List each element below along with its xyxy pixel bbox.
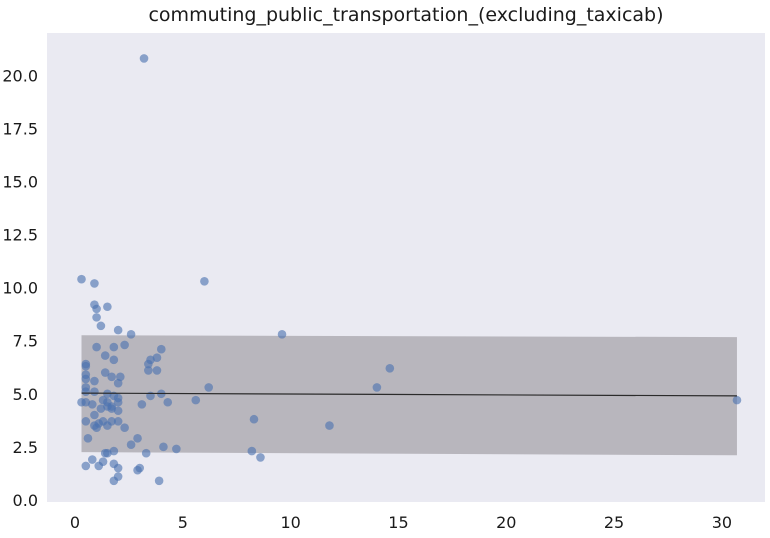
scatter-point [81, 387, 91, 396]
scatter-point [100, 351, 110, 360]
scatter-point [385, 364, 395, 373]
scatter-point [109, 446, 119, 456]
scatter-point [92, 304, 101, 314]
scatter-point [325, 421, 334, 430]
scatter-point [256, 453, 265, 462]
scatter-point [90, 410, 99, 420]
y-tick-label: 0.0 [13, 491, 38, 510]
scatter-point [126, 440, 136, 450]
scatter-point [144, 359, 153, 369]
scatter-point [159, 442, 168, 452]
scatter-point [107, 372, 116, 382]
y-tick-label: 12.5 [2, 226, 38, 245]
x-tick-label: 15 [388, 513, 408, 532]
y-tick-label: 20.0 [2, 66, 38, 85]
scatter-point [732, 395, 742, 405]
scatter-point [77, 274, 86, 284]
regression-line [81, 392, 737, 397]
scatter-point [200, 276, 209, 286]
scatter-point [137, 400, 147, 409]
x-tick-label: 20 [496, 513, 516, 532]
x-tick-label: 0 [70, 513, 80, 532]
scatter-point [96, 404, 106, 413]
scatter-point [103, 448, 112, 458]
x-tick-label: 5 [178, 513, 188, 532]
y-tick-label: 2.5 [13, 438, 38, 457]
scatter-point [90, 376, 99, 386]
scatter-point [120, 340, 129, 350]
scatter-point [109, 355, 119, 365]
x-tick-label: 30 [712, 513, 732, 532]
scatter-point [133, 434, 142, 443]
scatter-point [247, 446, 257, 456]
confidence-band-layer [81, 335, 737, 456]
chart-title: commuting_public_transportation_(excludi… [148, 4, 663, 26]
scatter-point [113, 417, 123, 426]
scatter-point [144, 366, 153, 375]
x-tick-label: 10 [280, 513, 300, 532]
scatter-point [191, 395, 201, 405]
y-tick-label: 7.5 [13, 332, 38, 351]
y-tick-label: 10.0 [2, 279, 38, 298]
scatter-point [109, 476, 119, 486]
scatter-point [96, 321, 106, 331]
scatter-point [81, 361, 91, 371]
scatter-point [204, 383, 214, 392]
confidence-band [81, 335, 737, 456]
scatter-point [277, 330, 287, 339]
scatter-point [156, 344, 166, 354]
scatter-point [92, 342, 101, 352]
scatter-point [87, 400, 97, 409]
scatter-point [154, 476, 164, 486]
scatter-point [120, 423, 129, 433]
scatter-point [372, 383, 382, 392]
scatter-point [81, 461, 91, 471]
scatter-point [92, 313, 101, 322]
scatter-point [92, 423, 101, 433]
scatter-point [249, 414, 259, 424]
scatter-point [109, 342, 119, 352]
scatter-point [113, 463, 123, 473]
scatter-point [94, 461, 104, 471]
scatter-point [83, 434, 93, 443]
scatter-point [87, 455, 97, 464]
scatter-point [90, 387, 99, 396]
scatter-point [113, 397, 123, 407]
scatter-point [152, 366, 162, 375]
y-tick-label: 5.0 [13, 385, 38, 404]
scatter-point [163, 397, 173, 407]
fit-line-layer [81, 392, 737, 397]
scatter-point [113, 325, 123, 335]
x-tick-label: 25 [604, 513, 624, 532]
scatter-points-layer [77, 54, 742, 486]
x-axis-ticks: 0 5 10 15 20 25 30 [70, 513, 732, 532]
scatter-point [113, 406, 123, 416]
scatter-point [172, 444, 181, 454]
scatter-point [81, 397, 91, 407]
y-tick-label: 15.0 [2, 173, 38, 192]
y-axis-ticks: 0.0 2.5 5.0 7.5 10.0 12.5 15.0 17.5 20.0 [2, 66, 38, 509]
scatter-point [133, 465, 142, 475]
scatter-point [90, 279, 99, 288]
scatter-point [103, 302, 112, 312]
y-tick-label: 17.5 [2, 119, 38, 138]
scatter-point [100, 368, 110, 377]
scatter-point [113, 378, 123, 388]
scatter-point [107, 417, 116, 426]
scatter-point [81, 417, 91, 426]
scatter-point [141, 448, 151, 458]
scatter-point [107, 404, 116, 413]
scatter-point [126, 330, 136, 339]
scatter-point [139, 54, 149, 63]
scatter-point [81, 374, 91, 384]
scatter-point [152, 353, 162, 362]
